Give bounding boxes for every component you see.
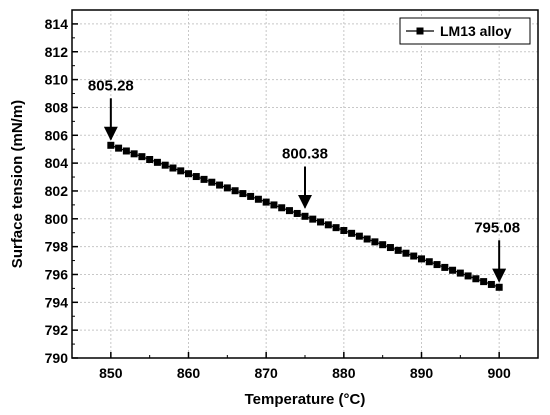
legend-label: LM13 alloy [440,23,512,39]
data-point [402,249,410,257]
y-tick-label: 802 [45,183,69,199]
annotation-label: 805.28 [88,77,134,94]
data-point [122,147,130,155]
data-point [146,156,154,164]
y-tick-label: 800 [45,211,69,227]
legend-swatch-marker [416,27,424,35]
x-tick-label: 890 [410,365,434,381]
data-point [192,173,200,181]
data-point [418,255,425,263]
plot-frame [71,9,539,359]
legend: LM13 alloy [399,17,531,45]
data-point [363,235,371,243]
data-point [200,175,208,183]
x-tick-label: 860 [177,365,201,381]
data-point [301,212,309,220]
data-point [394,246,402,254]
data-point [317,218,325,226]
data-point [386,244,394,252]
data-point [379,241,387,249]
data-point [138,153,146,161]
data-point [441,263,449,271]
data-point [161,161,169,169]
data-point [169,164,177,172]
data-point [456,269,464,277]
data-point [487,280,495,288]
y-tick-label: 798 [45,239,69,255]
y-axis-ticks: 790 792 794 796 798 800 802 804 806 808 810 812 814 [45,9,78,366]
data-point [177,167,185,175]
data-point [107,141,115,149]
data-point [285,207,293,215]
data-point [309,215,317,223]
data-point [449,266,457,274]
x-tick-label: 880 [332,365,356,381]
annotations: 805.28 800.38 795.08 [88,77,520,283]
data-point [270,201,278,209]
y-tick-label: 790 [45,350,69,366]
y-tick-label: 810 [45,72,69,88]
y-tick-label: 814 [45,16,69,32]
data-point [332,224,340,232]
data-point [348,229,356,237]
data-point [472,275,480,283]
data-point [262,198,270,206]
data-point [223,184,231,192]
y-tick-label: 812 [45,44,69,60]
data-point [278,204,286,212]
data-point [185,170,192,178]
data-point [247,192,255,200]
data-point [410,252,418,260]
x-tick-label: 900 [487,365,511,381]
data-point [239,190,247,198]
data-point [371,238,379,246]
data-point [480,278,488,286]
x-tick-label: 850 [99,365,123,381]
x-axis-ticks: 850 860 870 880 890 900 [71,352,539,381]
y-axis-title: Surface tension (mN/m) [9,100,26,268]
y-tick-label: 792 [45,322,69,338]
y-tick-label: 804 [45,155,69,171]
data-point [153,158,161,166]
data-point [433,261,441,269]
data-point [495,283,503,291]
data-point [464,272,472,280]
x-tick-label: 870 [254,365,278,381]
x-axis-title: Temperature (°C) [245,391,366,408]
data-point [355,232,363,240]
data-point [340,226,348,234]
annotation-label: 795.08 [474,219,520,236]
data-point [115,144,123,152]
data-point [293,209,301,217]
data-point [324,221,332,229]
data-point [231,187,239,195]
data-point [254,195,262,203]
data-point [208,178,216,186]
data-point [425,258,433,266]
data-point [130,150,138,158]
y-tick-label: 808 [45,99,69,115]
y-tick-label: 794 [45,294,69,310]
data-point [216,181,224,189]
annotation-label: 800.38 [282,146,328,163]
y-tick-label: 806 [45,127,69,143]
data-series [107,141,503,291]
y-tick-label: 796 [45,266,69,282]
